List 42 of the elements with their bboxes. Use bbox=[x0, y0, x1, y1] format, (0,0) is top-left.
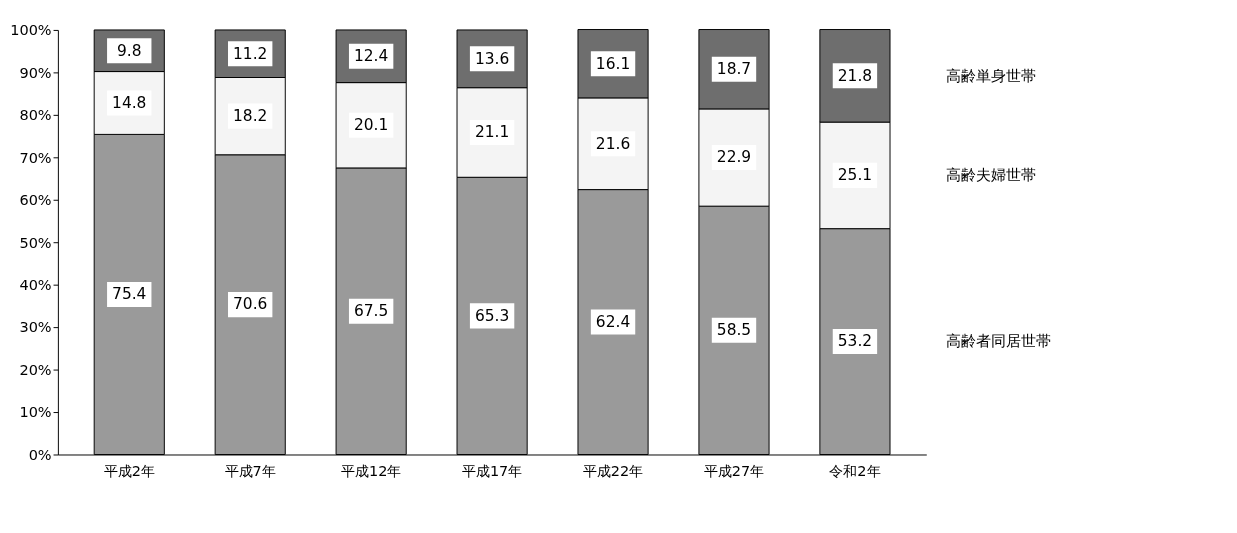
data-label: 13.6 bbox=[474, 49, 510, 68]
data-label: 21.8 bbox=[837, 66, 873, 85]
data-label: 21.6 bbox=[595, 134, 631, 153]
data-label: 16.1 bbox=[595, 54, 631, 73]
data-label: 75.4 bbox=[112, 285, 147, 304]
data-label: 21.1 bbox=[474, 123, 510, 142]
text: 高齢単身世帯 bbox=[945, 66, 1036, 85]
y-tick-label: 30% bbox=[19, 319, 52, 336]
y-tick-label: 0% bbox=[28, 446, 52, 463]
y-tick-label: 10% bbox=[19, 404, 52, 421]
data-label: 70.6 bbox=[233, 295, 268, 314]
y-tick-label: 20% bbox=[19, 361, 52, 378]
text: 高齢夫婦世帯 bbox=[945, 166, 1036, 185]
data-label: 14.8 bbox=[112, 93, 147, 112]
y-tick-label: 60% bbox=[19, 192, 52, 209]
y-tick-label: 40% bbox=[19, 276, 52, 293]
y-tick-label: 100% bbox=[10, 22, 52, 39]
data-label: 20.1 bbox=[353, 116, 389, 135]
x-tick-label: 令和2年 bbox=[829, 463, 881, 480]
x-tick-label: 平成22年 bbox=[582, 463, 644, 480]
data-label: 22.9 bbox=[716, 148, 752, 167]
data-label: 65.3 bbox=[474, 306, 510, 325]
data-label: 53.2 bbox=[837, 332, 873, 351]
y-tick-label: 50% bbox=[19, 234, 52, 251]
y-tick-label: 90% bbox=[19, 64, 52, 81]
x-tick-label: 平成27年 bbox=[703, 463, 765, 480]
y-tick-label: 70% bbox=[19, 149, 52, 166]
data-label: 25.1 bbox=[837, 166, 873, 185]
data-label: 58.5 bbox=[716, 321, 752, 340]
x-tick-label: 平成2年 bbox=[103, 463, 155, 480]
data-label: 67.5 bbox=[353, 302, 389, 321]
data-label: 62.4 bbox=[595, 312, 631, 331]
data-label: 9.8 bbox=[116, 41, 142, 60]
data-label: 18.7 bbox=[716, 60, 752, 79]
data-label: 18.2 bbox=[233, 106, 268, 125]
x-tick-label: 平成17年 bbox=[461, 463, 523, 480]
x-tick-label: 平成12年 bbox=[340, 463, 402, 480]
y-tick-label: 80% bbox=[19, 107, 52, 124]
x-tick-label: 平成7年 bbox=[224, 463, 276, 480]
data-label: 11.2 bbox=[233, 44, 268, 63]
text: 高齢者同居世帯 bbox=[945, 332, 1051, 351]
data-label: 12.4 bbox=[353, 47, 389, 66]
